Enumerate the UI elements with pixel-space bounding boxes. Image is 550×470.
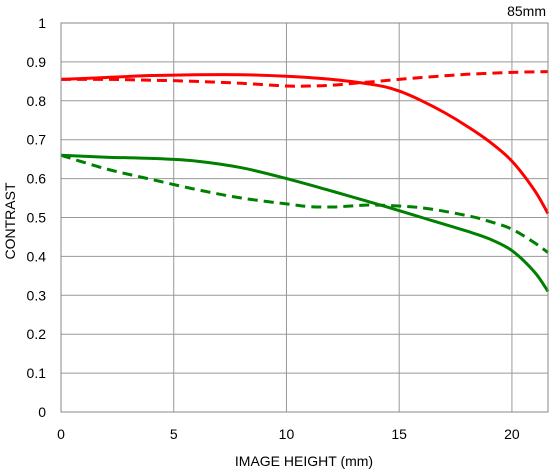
y-tick-label: 0.1 bbox=[27, 365, 47, 381]
x-tick-label: 15 bbox=[391, 426, 407, 442]
x-tick-label: 10 bbox=[279, 426, 295, 442]
x-tick-label: 5 bbox=[170, 426, 178, 442]
x-tick-label: 0 bbox=[57, 426, 65, 442]
x-tick-label: 20 bbox=[504, 426, 520, 442]
plot-frame bbox=[60, 22, 549, 413]
series-line-green-dashed bbox=[60, 153, 549, 254]
y-tick-label: 0 bbox=[38, 404, 46, 420]
series-line-green-solid bbox=[60, 153, 550, 293]
tick-labels: 00.10.20.30.40.50.60.70.80.910 5 10 15 20 bbox=[27, 15, 520, 442]
y-tick-label: 0.3 bbox=[27, 287, 47, 303]
series-line-red-solid bbox=[60, 73, 550, 215]
y-tick-label: 0.8 bbox=[27, 93, 47, 109]
y-tick-label: 0.6 bbox=[27, 171, 47, 187]
x-axis-title: IMAGE HEIGHT (mm) bbox=[235, 453, 373, 469]
y-tick-label: 0.5 bbox=[27, 210, 47, 226]
y-tick-label: 0.2 bbox=[27, 326, 47, 342]
y-axis-title: CONTRAST bbox=[2, 182, 18, 259]
y-tick-label: 0.9 bbox=[27, 54, 47, 70]
y-tick-label: 0.4 bbox=[27, 248, 47, 264]
focal-length-label: 85mm bbox=[507, 3, 546, 19]
y-tick-label: 1 bbox=[38, 15, 46, 31]
series-lines bbox=[60, 70, 550, 293]
y-tick-label: 0.7 bbox=[27, 132, 47, 148]
series-line-red-dashed bbox=[60, 70, 549, 88]
